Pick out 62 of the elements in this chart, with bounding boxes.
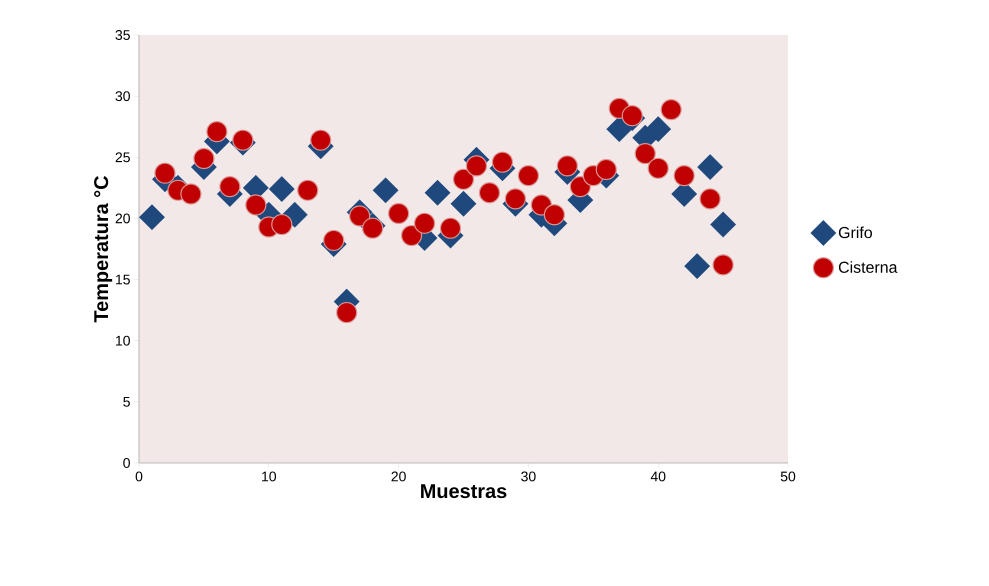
- point: [245, 194, 266, 216]
- point: [388, 202, 410, 224]
- point: [518, 165, 539, 186]
- point: [424, 180, 450, 206]
- x-tick-label: 10: [262, 472, 276, 482]
- point: [297, 180, 318, 201]
- point: [362, 218, 384, 239]
- y-axis-title: Temperatura °C: [94, 176, 112, 322]
- point: [336, 302, 358, 324]
- point: [648, 158, 669, 179]
- x-tick-label: 30: [521, 472, 536, 482]
- legend-label: Cisterna: [838, 261, 898, 273]
- point: [645, 116, 672, 142]
- y-tick-label: 5: [123, 396, 130, 407]
- y-tick-label: 10: [116, 336, 130, 346]
- point: [684, 253, 710, 280]
- point: [440, 218, 462, 239]
- x-tick-label: 40: [650, 472, 666, 482]
- point: [310, 130, 332, 151]
- x-tick-label: 50: [780, 472, 796, 482]
- point: [372, 177, 399, 204]
- point: [710, 212, 736, 238]
- point: [570, 176, 591, 198]
- point: [452, 168, 474, 190]
- legend-label: Grifo: [838, 226, 872, 238]
- point: [268, 176, 295, 202]
- y-tick-label: 0: [123, 458, 130, 468]
- point: [622, 105, 643, 126]
- point: [271, 214, 292, 236]
- y-tick-label: 15: [116, 274, 130, 284]
- x-axis-title: Muestras: [421, 484, 506, 498]
- y-tick-label: 35: [115, 30, 130, 40]
- point: [712, 254, 734, 276]
- point: [492, 152, 514, 173]
- point: [504, 188, 526, 210]
- y-tick-label: 30: [115, 91, 130, 102]
- point: [556, 155, 578, 176]
- point: [219, 176, 240, 198]
- y-tick-label: 20: [116, 213, 130, 224]
- point: [596, 158, 617, 180]
- point: [660, 98, 682, 120]
- point: [180, 183, 202, 205]
- point: [414, 212, 436, 234]
- y-tick-label: 25: [116, 152, 130, 162]
- point: [193, 148, 214, 170]
- point: [232, 130, 254, 151]
- point: [466, 155, 488, 176]
- point: [400, 224, 422, 246]
- point: [139, 204, 165, 230]
- point: [206, 121, 228, 142]
- x-tick-label: 0: [136, 472, 142, 482]
- point: [634, 143, 656, 164]
- point: [349, 205, 370, 227]
- x-tick-label: 20: [392, 472, 406, 482]
- point: [674, 165, 695, 186]
- point: [544, 204, 565, 226]
- point: [697, 154, 724, 180]
- point: [154, 162, 176, 184]
- point: [700, 188, 721, 210]
- point: [450, 190, 476, 217]
- point: [478, 182, 500, 204]
- point: [323, 230, 344, 252]
